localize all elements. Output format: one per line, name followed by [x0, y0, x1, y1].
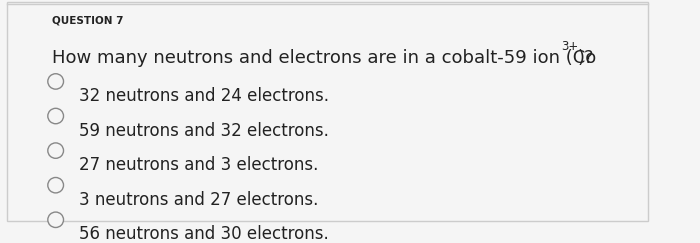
- Text: 59 neutrons and 32 electrons.: 59 neutrons and 32 electrons.: [78, 122, 328, 140]
- Text: )?: )?: [578, 49, 594, 67]
- Text: 56 neutrons and 30 electrons.: 56 neutrons and 30 electrons.: [78, 225, 328, 243]
- FancyBboxPatch shape: [6, 2, 648, 221]
- Text: How many neutrons and electrons are in a cobalt-59 ion (Co: How many neutrons and electrons are in a…: [52, 49, 596, 67]
- Ellipse shape: [48, 212, 64, 227]
- Text: 3 neutrons and 27 electrons.: 3 neutrons and 27 electrons.: [78, 191, 318, 209]
- Ellipse shape: [48, 108, 64, 124]
- Text: 3+: 3+: [561, 40, 579, 53]
- Text: 32 neutrons and 24 electrons.: 32 neutrons and 24 electrons.: [78, 87, 328, 105]
- Ellipse shape: [48, 74, 64, 89]
- Text: QUESTION 7: QUESTION 7: [52, 16, 124, 26]
- Ellipse shape: [48, 177, 64, 193]
- Ellipse shape: [48, 143, 64, 158]
- Text: 27 neutrons and 3 electrons.: 27 neutrons and 3 electrons.: [78, 156, 318, 174]
